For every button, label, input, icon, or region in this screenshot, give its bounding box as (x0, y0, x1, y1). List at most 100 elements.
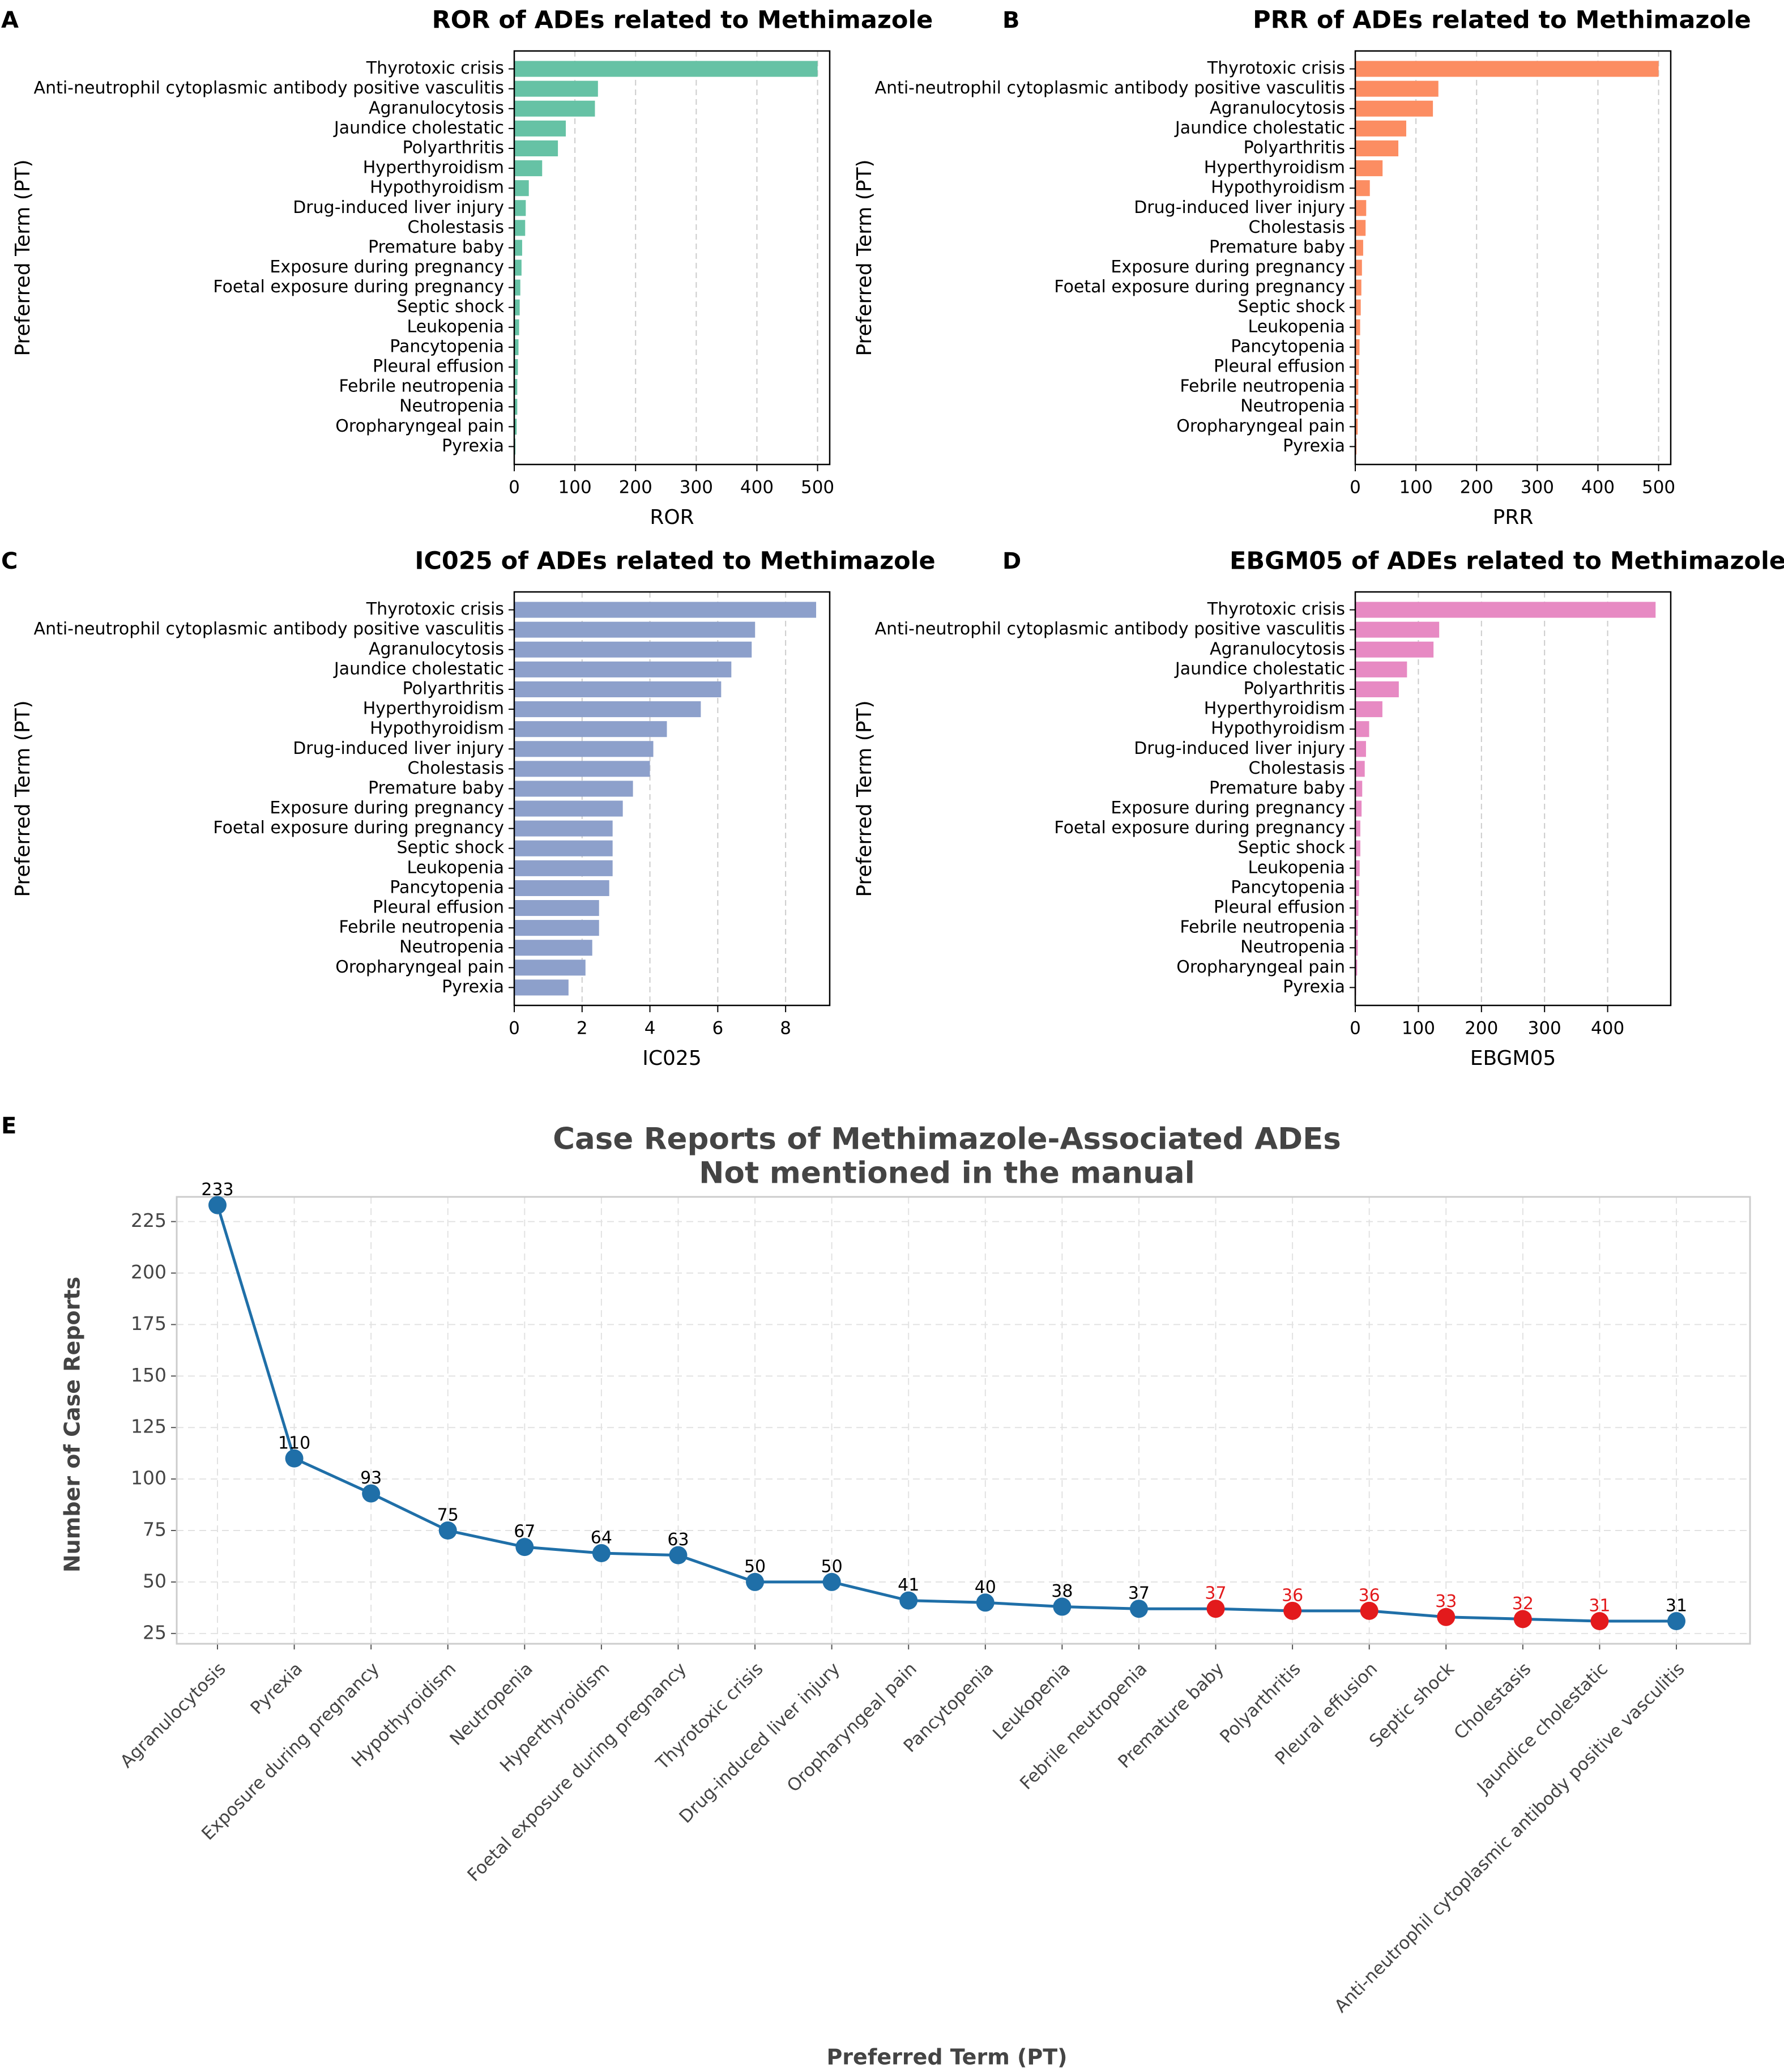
y-tick-label: Jaundice cholestatic (333, 659, 504, 679)
plot-frame (176, 1196, 1751, 1645)
x-tick-label: 0 (1350, 1018, 1361, 1039)
y-tick-label: Jaundice cholestatic (333, 118, 504, 138)
y-tick-label: Pancytopenia (1231, 336, 1345, 356)
bar-d-19 (1355, 960, 1358, 976)
bar-b-17 (1355, 379, 1359, 395)
bar-c-19 (514, 960, 586, 976)
bar-c-6 (514, 701, 701, 718)
data-label-14: 37 (1205, 1584, 1226, 1604)
y-tick-label: 50 (143, 1570, 167, 1592)
y-tick-label: Hypothyroidism (370, 719, 504, 739)
data-label-5: 67 (514, 1522, 535, 1542)
y-tick-label: Anti-neutrophil cytoplasmic antibody pos… (875, 619, 1345, 639)
bar-b-3 (1355, 100, 1433, 117)
data-point-18 (1513, 1610, 1532, 1628)
y-tick-label: Drug-induced liver injury (1134, 739, 1345, 758)
y-tick-label: Oropharyngeal pain (1176, 957, 1345, 977)
data-point-6 (592, 1544, 611, 1563)
y-axis-label: Number of Case Reports (60, 1277, 85, 1572)
data-label-3: 93 (360, 1468, 382, 1488)
y-tick-label: 175 (131, 1312, 167, 1335)
bar-d-16 (1355, 899, 1359, 916)
y-tick-label: Oropharyngeal pain (335, 416, 504, 436)
x-tick-label: 400 (740, 478, 774, 498)
y-tick-label: Cholestasis (408, 758, 504, 778)
data-point-12 (1053, 1597, 1072, 1616)
y-tick-label: Febrile neutropenia (1180, 918, 1345, 937)
y-tick-label: Septic shock (396, 297, 504, 317)
bar-a-3 (514, 100, 595, 117)
y-tick-label: Drug-induced liver injury (293, 739, 504, 758)
bar-c-9 (514, 761, 650, 777)
y-tick-label: Polyarthritis (1244, 679, 1345, 698)
bar-b-15 (1355, 339, 1360, 355)
y-axis-label: Preferred Term (PT) (11, 700, 35, 897)
data-label-20: 31 (1666, 1596, 1687, 1616)
bar-c-18 (514, 940, 592, 956)
series-line (216, 1204, 1676, 1623)
x-tick-label: 200 (619, 478, 652, 498)
y-tick-label: Exposure during pregnancy (270, 257, 504, 277)
y-tick-label: Drug-induced liver injury (1134, 198, 1345, 218)
x-axis-label: Preferred Term (PT) (826, 2045, 1067, 2070)
y-tick-label: Pancytopenia (390, 336, 504, 356)
data-point-10 (899, 1591, 918, 1610)
bar-c-10 (514, 781, 633, 797)
panel-c-ic025-chart: C IC025 of ADEs related to Methimazole 0 2 4… (1, 547, 936, 1071)
bar-c-13 (514, 840, 613, 856)
y-tick-label: Neutropenia (399, 937, 504, 957)
data-label-2: 110 (278, 1433, 310, 1453)
data-label-12: 38 (1051, 1581, 1073, 1601)
bar-a-16 (514, 359, 518, 376)
x-tick-label: 100 (558, 478, 592, 498)
chart-title-line-1: Case Reports of Methimazole-Associated A… (553, 1122, 1341, 1157)
bar-d-15 (1355, 880, 1359, 896)
panel-label-e: E (1, 1113, 16, 1139)
data-point-8 (746, 1572, 765, 1591)
x-tick-label: 6 (712, 1018, 723, 1039)
panel-label-a: A (1, 7, 19, 33)
bar-c-11 (514, 800, 623, 817)
data-label-11: 40 (975, 1578, 996, 1597)
bar-d-6 (1355, 701, 1382, 718)
bar-b-10 (1355, 240, 1363, 256)
y-tick-label: Agranulocytosis (1210, 98, 1345, 118)
y-tick-label: Exposure during pregnancy (1111, 798, 1345, 818)
bar-b-5 (1355, 140, 1399, 157)
data-point-4 (438, 1521, 457, 1540)
y-tick-label: Premature baby (1209, 237, 1345, 257)
y-tick-label: Jaundice cholestatic (1174, 659, 1345, 679)
bar-c-4 (514, 661, 732, 677)
y-tick-label: Pleural effusion (1214, 357, 1345, 377)
bar-b-6 (1355, 160, 1383, 177)
bar-d-13 (1355, 840, 1360, 856)
chart-title-line-2: Not mentioned in the manual (699, 1156, 1195, 1191)
bar-a-19 (514, 419, 517, 435)
y-tick-label: Septic shock (1237, 838, 1345, 858)
bar-d-18 (1355, 940, 1358, 956)
x-tick-label: 100 (1399, 478, 1433, 498)
bar-c-2 (514, 621, 756, 638)
bar-b-1 (1355, 61, 1659, 77)
y-tick-label: Foetal exposure during pregnancy (1054, 818, 1345, 838)
x-tick-label: 400 (1581, 478, 1615, 498)
y-tick-label: Foetal exposure during pregnancy (1054, 277, 1345, 297)
bar-d-2 (1355, 621, 1440, 638)
bar-c-8 (514, 741, 654, 757)
data-label-6: 64 (591, 1528, 612, 1548)
y-axis-label: Preferred Term (PT) (853, 159, 876, 356)
y-tick-label: Pancytopenia (390, 877, 504, 897)
bar-d-10 (1355, 781, 1363, 797)
y-tick-label: 225 (131, 1209, 167, 1231)
panel-label-d: D (1002, 548, 1021, 574)
y-tick-label: Hyperthyroidism (1204, 699, 1345, 719)
bar-d-11 (1355, 800, 1362, 817)
y-axis-label: Preferred Term (PT) (853, 700, 876, 897)
chart-title: IC025 of ADEs related to Methimazole (415, 547, 935, 575)
y-tick-label: Agranulocytosis (1210, 639, 1345, 659)
bar-b-9 (1355, 220, 1366, 236)
bar-d-17 (1355, 920, 1358, 936)
x-tick-label: 8 (780, 1018, 791, 1039)
data-label-15: 36 (1282, 1585, 1303, 1605)
